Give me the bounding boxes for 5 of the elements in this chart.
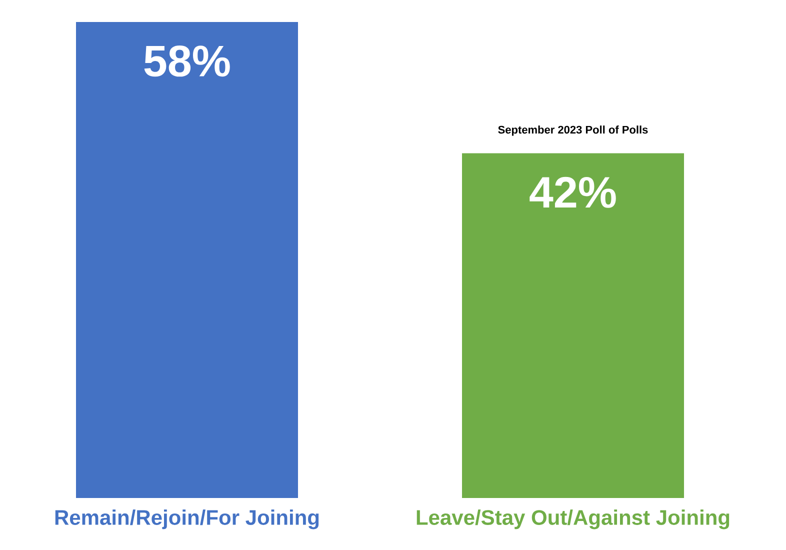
annotation: September 2023 Poll of Polls	[498, 126, 648, 136]
x-tick-label: Remain/Rejoin/For Joining	[55, 510, 319, 530]
x-tick-label: Leave/Stay Out/Against Joining	[416, 510, 730, 530]
data-label: 58%	[144, 46, 230, 77]
data-label: 42%	[530, 176, 616, 208]
